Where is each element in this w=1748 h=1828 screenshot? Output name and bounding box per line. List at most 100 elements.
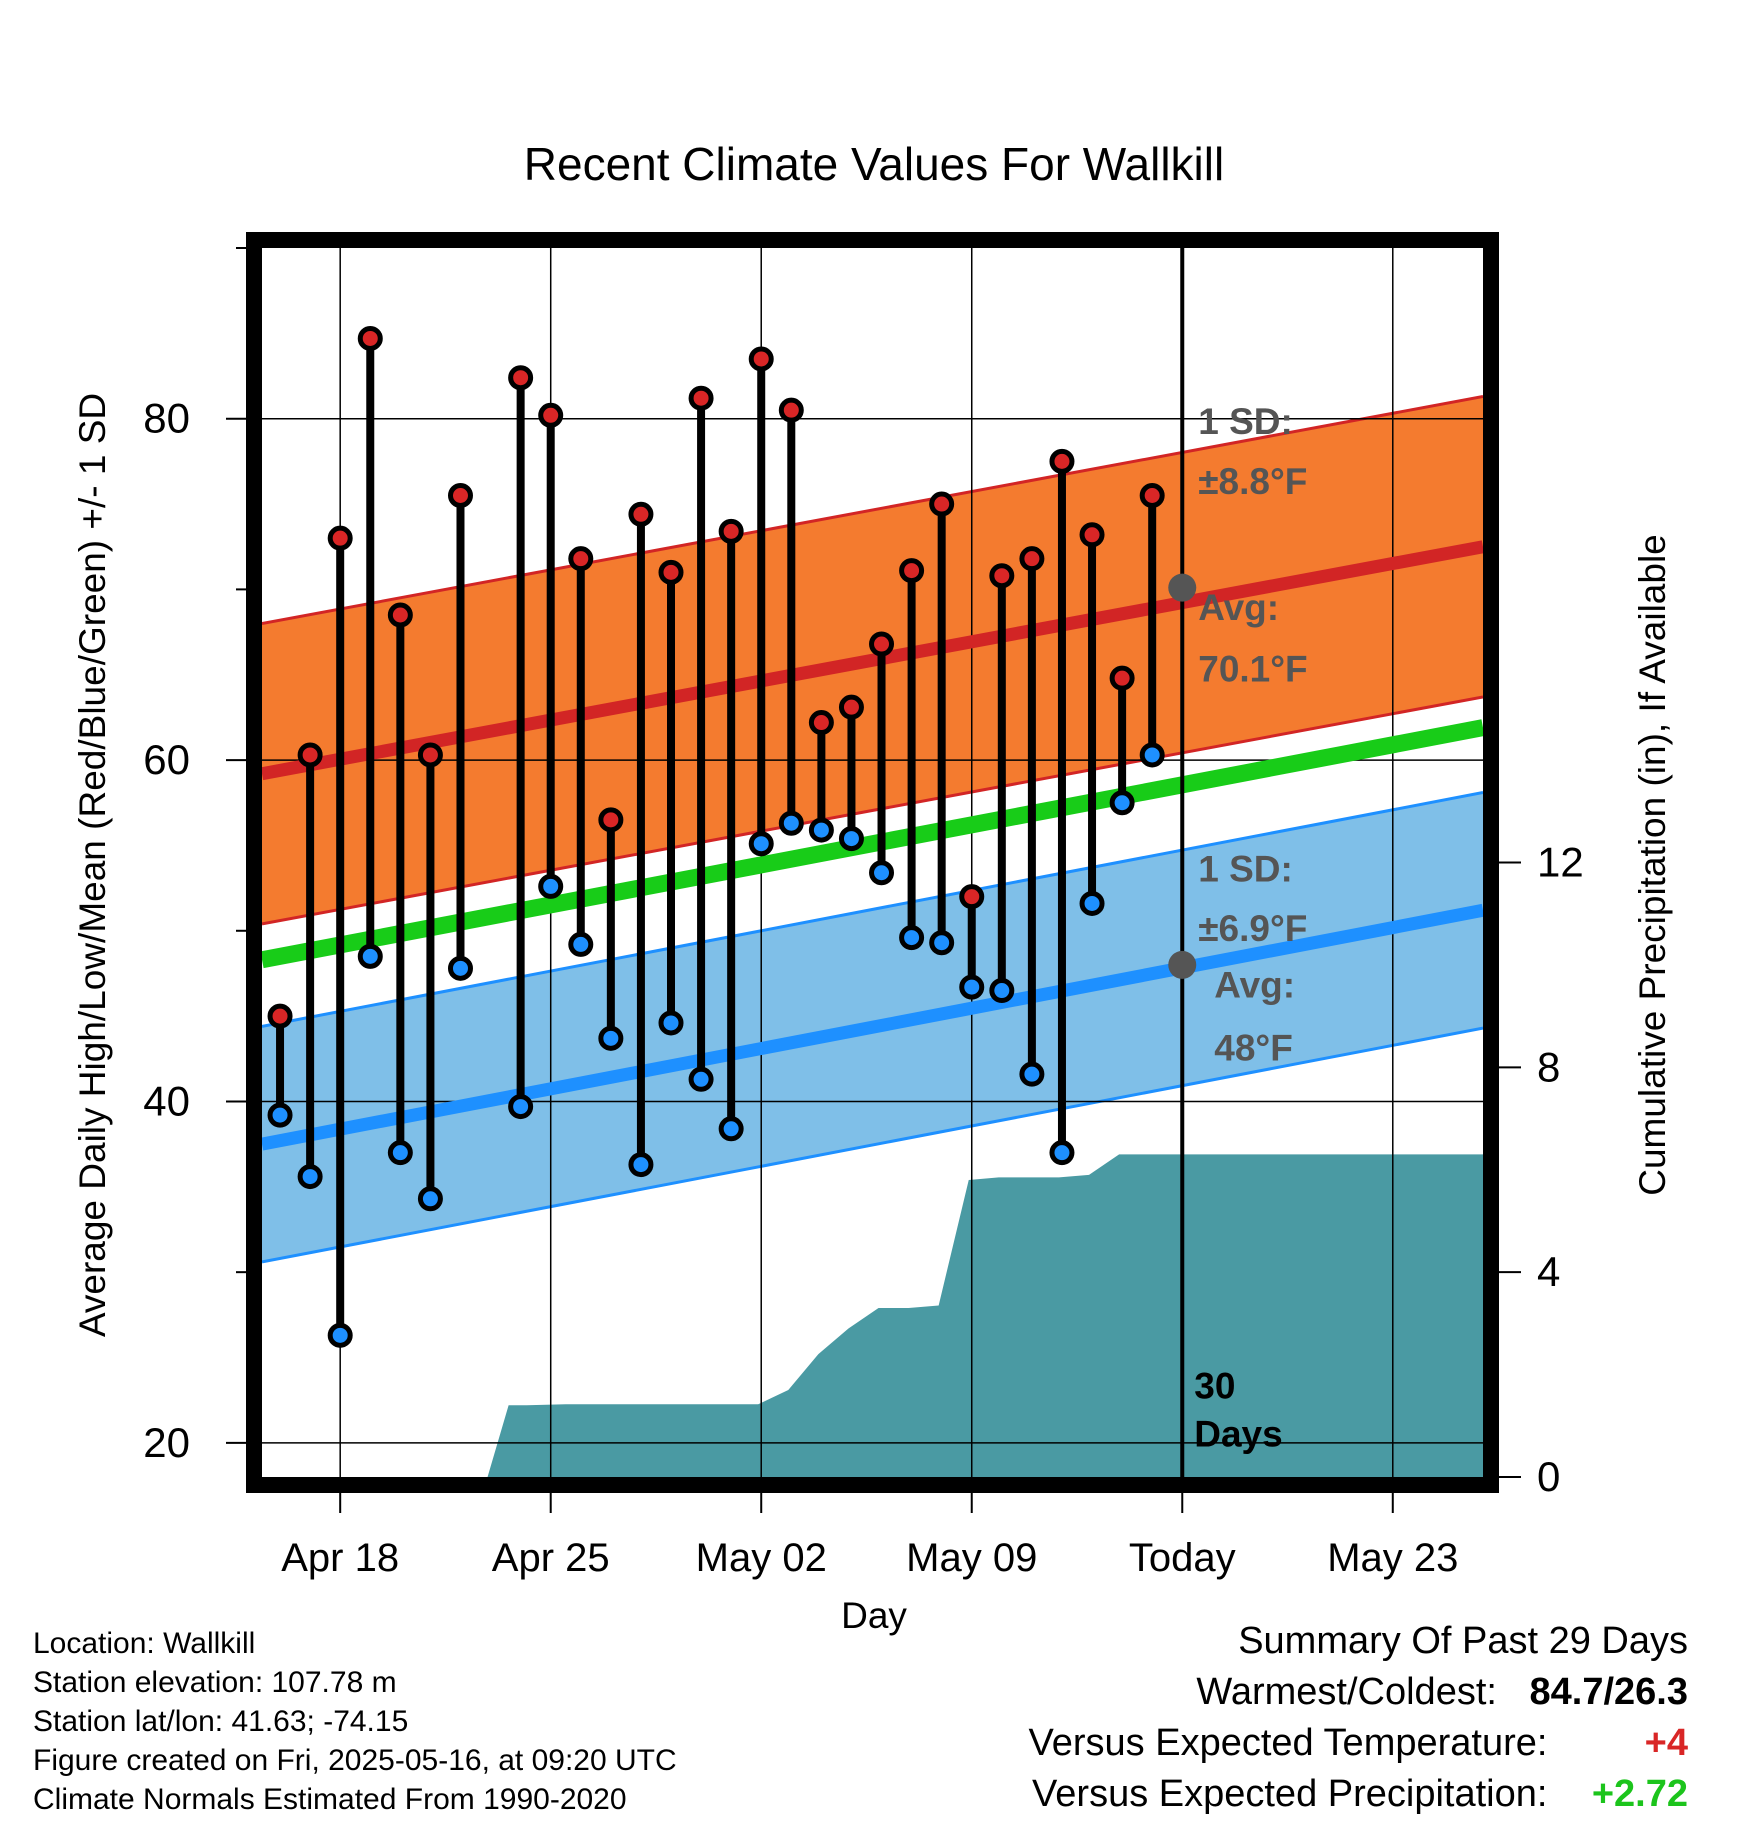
low-marker (748, 831, 774, 857)
high-marker (718, 518, 744, 544)
low-marker (808, 817, 834, 843)
low-marker (357, 943, 383, 969)
summary-title: Summary Of Past 29 Days (1238, 1620, 1688, 1662)
normal-low-line (262, 903, 1483, 1151)
low-marker (508, 1094, 534, 1120)
today-low-avg-dot (1168, 950, 1197, 979)
high-marker (297, 742, 323, 768)
high-marker (387, 602, 413, 628)
normal-high-line (262, 540, 1483, 781)
low-marker (1109, 790, 1135, 816)
high-marker (778, 397, 804, 423)
low-marker (538, 873, 564, 899)
x-tick-label: May 09 (906, 1536, 1037, 1580)
low-marker (929, 930, 955, 956)
summary-warm-cold: Warmest/Coldest: 84.7/26.3 (1196, 1671, 1688, 1714)
high-marker (808, 710, 834, 736)
high-marker (929, 491, 955, 517)
high-marker (1049, 448, 1075, 474)
high-sd-label: 1 SD: (1198, 401, 1293, 442)
summary-temp-value: +4 (1644, 1722, 1688, 1764)
summary-precip-value: +2.72 (1591, 1773, 1688, 1815)
high-marker (869, 631, 895, 657)
low-marker (989, 978, 1015, 1004)
summary-warm-cold-label: Warmest/Coldest: (1196, 1671, 1497, 1713)
low-marker (447, 955, 473, 981)
low-avg-label: Avg: (1214, 964, 1295, 1005)
high-marker (899, 558, 925, 584)
low-sd-value: ±6.9°F (1198, 908, 1307, 949)
low-marker (387, 1140, 413, 1166)
high-marker (267, 1003, 293, 1029)
high-marker (688, 385, 714, 411)
high-marker (357, 325, 383, 351)
info-created: Figure created on Fri, 2025-05-16, at 09… (33, 1744, 677, 1777)
high-marker (959, 884, 985, 910)
normal-mean-line (262, 719, 1483, 969)
high-marker (598, 807, 624, 833)
today-days-label-unit: Days (1194, 1413, 1282, 1454)
low-marker (959, 974, 985, 1000)
summary-warm-cold-value: 84.7/26.3 (1529, 1671, 1688, 1713)
plot-frame (246, 232, 1499, 1493)
high-marker (1139, 483, 1165, 509)
high-marker (1019, 546, 1045, 572)
low-marker (1019, 1061, 1045, 1087)
low-avg-value: 48°F (1214, 1028, 1293, 1069)
y-tick-label: 40 (143, 1077, 190, 1124)
info-location: Location: Wallkill (33, 1627, 256, 1660)
high-marker (508, 365, 534, 391)
low-marker (869, 860, 895, 886)
normal-low-band-lower-edge (262, 1026, 1483, 1264)
high-marker (989, 563, 1015, 589)
y2-tick-label: 12 (1537, 839, 1584, 886)
high-marker (327, 525, 353, 551)
low-marker (598, 1025, 624, 1051)
normal-high-band-lower-edge (262, 695, 1483, 926)
low-marker (417, 1186, 443, 1212)
low-marker (1079, 890, 1105, 916)
x-tick-label: May 02 (696, 1536, 827, 1580)
y-axis-label: Average Daily High/Low/Mean (Red/Blue/Gr… (72, 393, 113, 1337)
y2-tick-label: 8 (1537, 1043, 1560, 1090)
y-tick-label: 80 (143, 395, 190, 442)
high-avg-value: 70.1°F (1198, 649, 1307, 690)
normal-high-band-upper-edge (262, 395, 1483, 626)
today-days-label-number: 30 (1194, 1365, 1235, 1406)
info-normals: Climate Normals Estimated From 1990-2020 (33, 1783, 627, 1816)
summary-temp: Versus Expected Temperature: +4 (1029, 1722, 1688, 1765)
low-marker (658, 1010, 684, 1036)
high-marker (1109, 665, 1135, 691)
low-marker (297, 1164, 323, 1190)
low-marker (568, 931, 594, 957)
y2-tick-label: 0 (1537, 1453, 1560, 1500)
low-marker (899, 925, 925, 951)
high-marker (568, 546, 594, 572)
x-axis-label: Day (841, 1595, 907, 1636)
summary-precip: Versus Expected Precipitation: +2.72 (1032, 1773, 1688, 1816)
low-marker (718, 1116, 744, 1142)
precipitation-area (487, 1154, 1483, 1477)
info-latlon: Station lat/lon: 41.63; -74.15 (33, 1705, 409, 1738)
summary-temp-label: Versus Expected Temperature: (1028, 1722, 1548, 1764)
low-marker (778, 810, 804, 836)
chart-title: Recent Climate Values For Wallkill (524, 138, 1224, 190)
y-tick-label: 60 (143, 736, 190, 783)
high-marker (538, 402, 564, 428)
high-marker (838, 694, 864, 720)
high-marker (658, 559, 684, 585)
y-tick-label: 20 (143, 1419, 190, 1466)
high-marker (628, 501, 654, 527)
high-sd-value: ±8.8°F (1198, 461, 1307, 502)
x-tick-label: May 23 (1327, 1536, 1458, 1580)
low-marker (838, 826, 864, 852)
high-marker (748, 346, 774, 372)
low-marker (1049, 1140, 1075, 1166)
low-marker (688, 1066, 714, 1092)
high-marker (1079, 522, 1105, 548)
low-marker (327, 1322, 353, 1348)
low-marker (1139, 742, 1165, 768)
high-marker (447, 483, 473, 509)
today-high-avg-dot (1168, 573, 1197, 602)
